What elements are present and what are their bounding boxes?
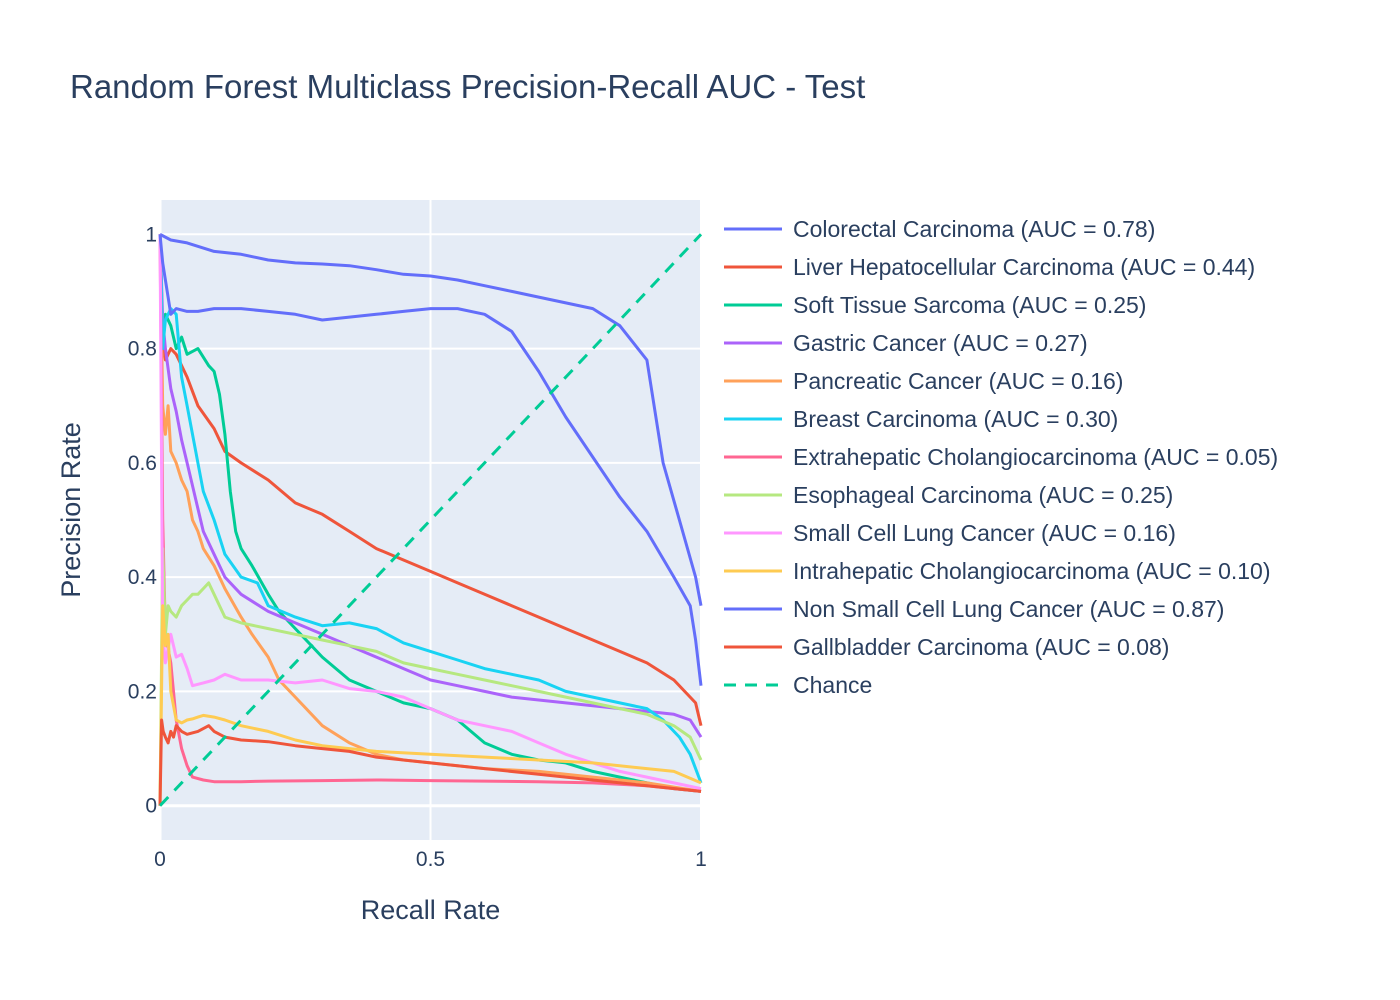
- legend-label: Soft Tissue Sarcoma (AUC = 0.25): [793, 292, 1146, 318]
- series-line-6: [158, 234, 702, 793]
- series-line-12: [158, 233, 703, 807]
- legend-label: Gallbladder Carcinoma (AUC = 0.08): [793, 634, 1169, 660]
- legend-label: Intrahepatic Cholangiocarcinoma (AUC = 0…: [793, 558, 1271, 584]
- legend-label: Extrahepatic Cholangiocarcinoma (AUC = 0…: [793, 444, 1278, 470]
- legend-label: Chance: [793, 672, 872, 698]
- x-tick-label: 1: [695, 848, 707, 871]
- series-line-10: [158, 234, 703, 686]
- legend-label: Gastric Cancer (AUC = 0.27): [793, 330, 1088, 356]
- legend-item[interactable]: Liver Hepatocellular Carcinoma (AUC = 0.…: [724, 254, 1255, 280]
- y-tick-label: 0.2: [128, 680, 157, 703]
- y-tick-label: 0.6: [128, 452, 157, 475]
- legend-label: Small Cell Lung Cancer (AUC = 0.16): [793, 520, 1176, 546]
- y-tick-label: 0.4: [128, 566, 158, 589]
- x-axis-title: Recall Rate: [361, 895, 501, 925]
- legend-item[interactable]: Breast Carcinoma (AUC = 0.30): [724, 406, 1118, 432]
- series-lines: [158, 232, 703, 807]
- legend-label: Liver Hepatocellular Carcinoma (AUC = 0.…: [793, 254, 1255, 280]
- legend-label: Pancreatic Cancer (AUC = 0.16): [793, 368, 1123, 394]
- legend-label: Esophageal Carcinoma (AUC = 0.25): [793, 482, 1173, 508]
- y-tick-label: 0.8: [128, 338, 157, 361]
- legend-item[interactable]: Intrahepatic Cholangiocarcinoma (AUC = 0…: [724, 558, 1271, 584]
- y-tick-label: 0: [145, 795, 157, 818]
- legend-label: Non Small Cell Lung Cancer (AUC = 0.87): [793, 596, 1224, 622]
- legend-item[interactable]: Esophageal Carcinoma (AUC = 0.25): [724, 482, 1173, 508]
- y-axis-title: Precision Rate: [56, 422, 86, 598]
- legend-item[interactable]: Gallbladder Carcinoma (AUC = 0.08): [724, 634, 1169, 660]
- x-tick-labels: 0 0.5 1: [154, 848, 707, 871]
- series-line-7: [158, 547, 703, 806]
- y-tick-labels: 0 0.2 0.4 0.6 0.8 1: [128, 223, 158, 817]
- series-line-5: [158, 234, 703, 784]
- legend-item[interactable]: Small Cell Lung Cancer (AUC = 0.16): [724, 520, 1176, 546]
- legend-label: Breast Carcinoma (AUC = 0.30): [793, 406, 1118, 432]
- legend-label: Colorectal Carcinoma (AUC = 0.78): [793, 216, 1155, 242]
- legend-item[interactable]: Pancreatic Cancer (AUC = 0.16): [724, 368, 1123, 394]
- x-tick-label: 0: [154, 848, 166, 871]
- series-line-9: [158, 604, 702, 806]
- legend-item[interactable]: Non Small Cell Lung Cancer (AUC = 0.87): [724, 596, 1224, 622]
- chart-title: Random Forest Multiclass Precision-Recal…: [70, 68, 866, 105]
- legend-item[interactable]: Soft Tissue Sarcoma (AUC = 0.25): [724, 292, 1146, 318]
- x-tick-label: 0.5: [416, 848, 445, 871]
- legend[interactable]: Colorectal Carcinoma (AUC = 0.78) Liver H…: [724, 216, 1278, 698]
- legend-item[interactable]: Colorectal Carcinoma (AUC = 0.78): [724, 216, 1155, 242]
- legend-item[interactable]: Gastric Cancer (AUC = 0.27): [724, 330, 1088, 356]
- series-line-11: [158, 718, 702, 806]
- series-line-8: [158, 234, 702, 791]
- series-line-0: [159, 232, 703, 606]
- y-tick-label: 1: [145, 223, 157, 246]
- legend-item[interactable]: Chance: [724, 672, 872, 698]
- legend-item[interactable]: Extrahepatic Cholangiocarcinoma (AUC = 0…: [724, 444, 1278, 470]
